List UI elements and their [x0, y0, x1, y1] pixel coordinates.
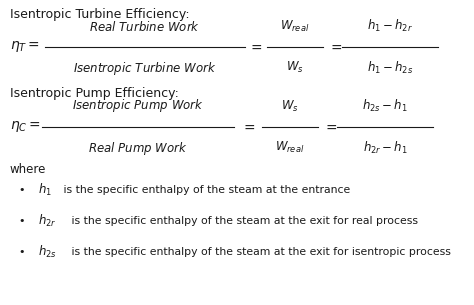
- Text: $h_1 - h_{2s}$: $h_1 - h_{2s}$: [367, 60, 413, 76]
- Text: $h_1$: $h_1$: [38, 182, 52, 198]
- Text: Isentropic Turbine Efficiency:: Isentropic Turbine Efficiency:: [10, 8, 190, 21]
- Text: $\eta_C =$: $\eta_C =$: [10, 120, 41, 135]
- Text: $h_{2s} - h_1$: $h_{2s} - h_1$: [362, 98, 408, 114]
- Text: •: •: [19, 216, 25, 226]
- Text: $W_{real}$: $W_{real}$: [280, 19, 310, 34]
- Text: $=$: $=$: [241, 120, 255, 134]
- Text: $=$: $=$: [323, 120, 337, 134]
- Text: $=$: $=$: [328, 40, 342, 54]
- Text: is the specific enthalpy of the steam at the exit for real process: is the specific enthalpy of the steam at…: [68, 216, 418, 226]
- Text: where: where: [10, 163, 46, 176]
- Text: $=$: $=$: [247, 40, 263, 54]
- Text: $h_1 - h_{2r}$: $h_1 - h_{2r}$: [367, 18, 413, 34]
- Text: $h_{2s}$: $h_{2s}$: [38, 244, 57, 260]
- Text: •: •: [19, 185, 25, 195]
- Text: $\mathit{Isentropic\ Pump\ Work}$: $\mathit{Isentropic\ Pump\ Work}$: [72, 97, 204, 114]
- Text: Isentropic Pump Efficiency:: Isentropic Pump Efficiency:: [10, 87, 179, 100]
- Text: $W_s$: $W_s$: [281, 99, 299, 114]
- Text: $W_{real}$: $W_{real}$: [275, 140, 305, 155]
- Text: is the specific enthalpy of the steam at the exit for isentropic process: is the specific enthalpy of the steam at…: [68, 247, 451, 257]
- Text: is the specific enthalpy of the steam at the entrance: is the specific enthalpy of the steam at…: [60, 185, 350, 195]
- Text: $\eta_T =$: $\eta_T =$: [10, 40, 40, 55]
- Text: $\mathit{Real\ Turbine\ Work}$: $\mathit{Real\ Turbine\ Work}$: [90, 20, 201, 34]
- Text: $h_{2r} - h_1$: $h_{2r} - h_1$: [363, 140, 407, 156]
- Text: •: •: [19, 247, 25, 257]
- Text: $h_{2r}$: $h_{2r}$: [38, 213, 56, 229]
- Text: $W_s$: $W_s$: [286, 60, 304, 75]
- Text: $\mathit{Isentropic\ Turbine\ Work}$: $\mathit{Isentropic\ Turbine\ Work}$: [73, 60, 217, 77]
- Text: $\mathit{Real\ Pump\ Work}$: $\mathit{Real\ Pump\ Work}$: [88, 140, 188, 157]
